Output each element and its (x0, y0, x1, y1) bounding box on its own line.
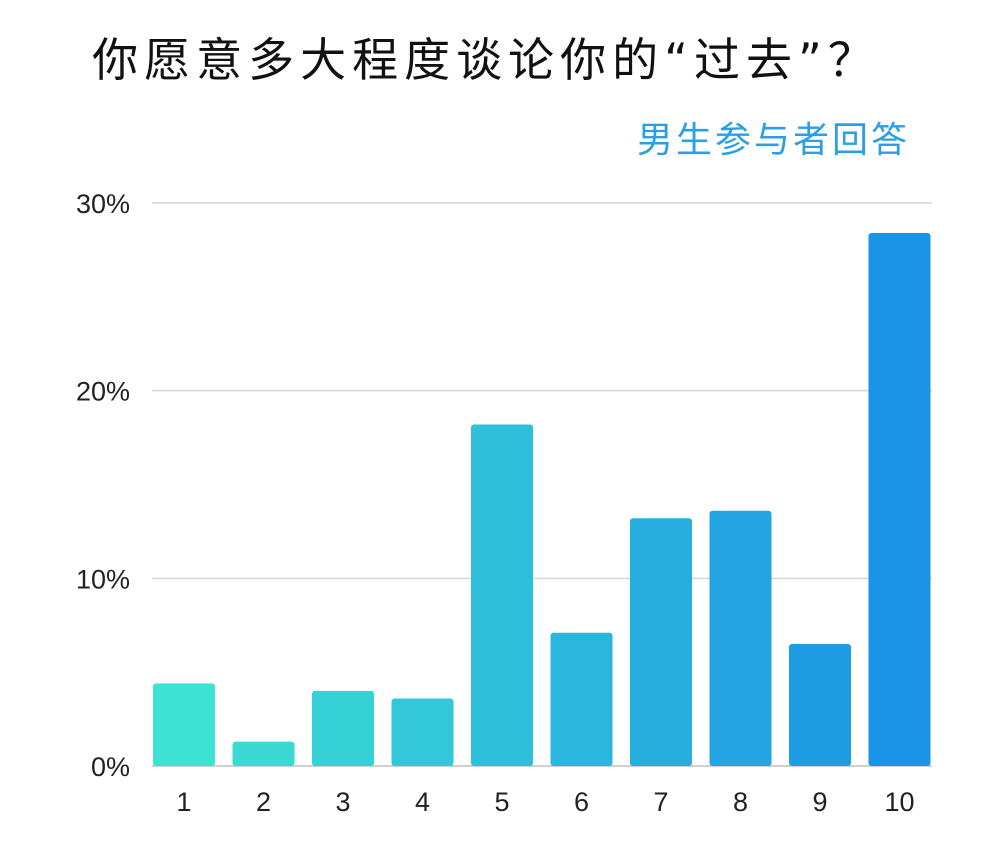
bars (153, 233, 931, 766)
bar-7 (630, 518, 692, 766)
bar-9 (789, 644, 851, 766)
x-tick-label: 5 (494, 787, 509, 817)
x-tick-label: 2 (256, 787, 271, 817)
bar-8 (709, 510, 772, 766)
bar-3 (312, 690, 374, 766)
x-tick-label: 4 (415, 787, 430, 817)
x-tick-label: 1 (176, 787, 191, 817)
x-tick-label: 7 (653, 787, 668, 817)
x-tick-label: 3 (335, 787, 350, 817)
bar-5 (471, 424, 533, 766)
x-axis-ticks: 1 2 3 4 5 6 7 8 9 10 (176, 787, 914, 817)
y-axis-ticks: 0% 10% 20% 30% (76, 189, 130, 782)
bar-4 (391, 698, 454, 766)
bar-1 (153, 683, 215, 766)
y-tick-label: 30% (76, 189, 130, 219)
chart-subtitle: 男生参与者回答 (636, 120, 910, 161)
y-tick-label: 10% (76, 564, 130, 594)
y-tick-label: 20% (76, 377, 130, 407)
x-tick-label: 6 (574, 787, 589, 817)
x-tick-label: 8 (733, 787, 748, 817)
x-tick-label: 9 (812, 787, 827, 817)
bar-2 (232, 741, 295, 766)
x-tick-label: 10 (884, 787, 914, 817)
bar-10 (868, 233, 931, 766)
bar-6 (550, 632, 613, 766)
y-tick-label: 0% (91, 752, 130, 782)
chart-title: 你愿意多大程度谈论你的“过去”？ (92, 33, 880, 87)
